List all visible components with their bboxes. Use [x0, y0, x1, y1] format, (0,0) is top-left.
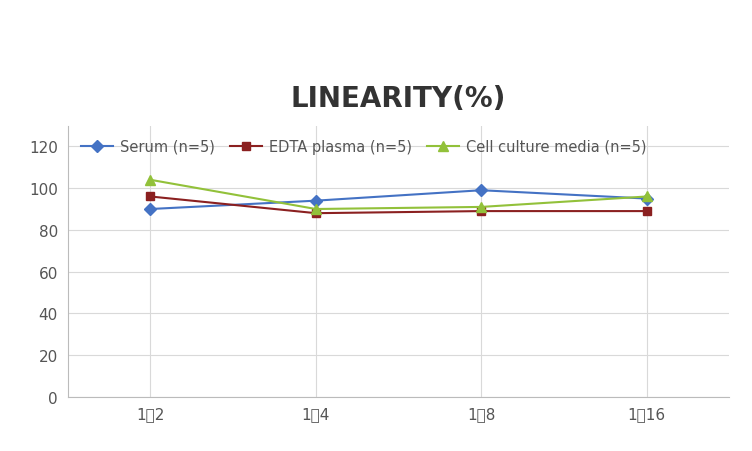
Cell culture media (n=5) — [477, 205, 486, 210]
Serum (n=5) — [642, 197, 651, 202]
EDTA plasma (n=5) — [477, 209, 486, 214]
Legend: Serum (n=5), EDTA plasma (n=5), Cell culture media (n=5): Serum (n=5), EDTA plasma (n=5), Cell cul… — [75, 133, 652, 160]
Title: LINEARITY(%): LINEARITY(%) — [291, 85, 506, 113]
Serum (n=5) — [311, 198, 320, 204]
Line: Serum (n=5): Serum (n=5) — [146, 187, 651, 214]
Serum (n=5) — [146, 207, 155, 212]
EDTA plasma (n=5) — [146, 194, 155, 200]
Cell culture media (n=5) — [311, 207, 320, 212]
EDTA plasma (n=5) — [311, 211, 320, 216]
Line: Cell culture media (n=5): Cell culture media (n=5) — [146, 175, 651, 214]
EDTA plasma (n=5) — [642, 209, 651, 214]
Cell culture media (n=5) — [642, 194, 651, 200]
Cell culture media (n=5) — [146, 178, 155, 183]
Line: EDTA plasma (n=5): EDTA plasma (n=5) — [146, 193, 651, 218]
Serum (n=5) — [477, 188, 486, 193]
